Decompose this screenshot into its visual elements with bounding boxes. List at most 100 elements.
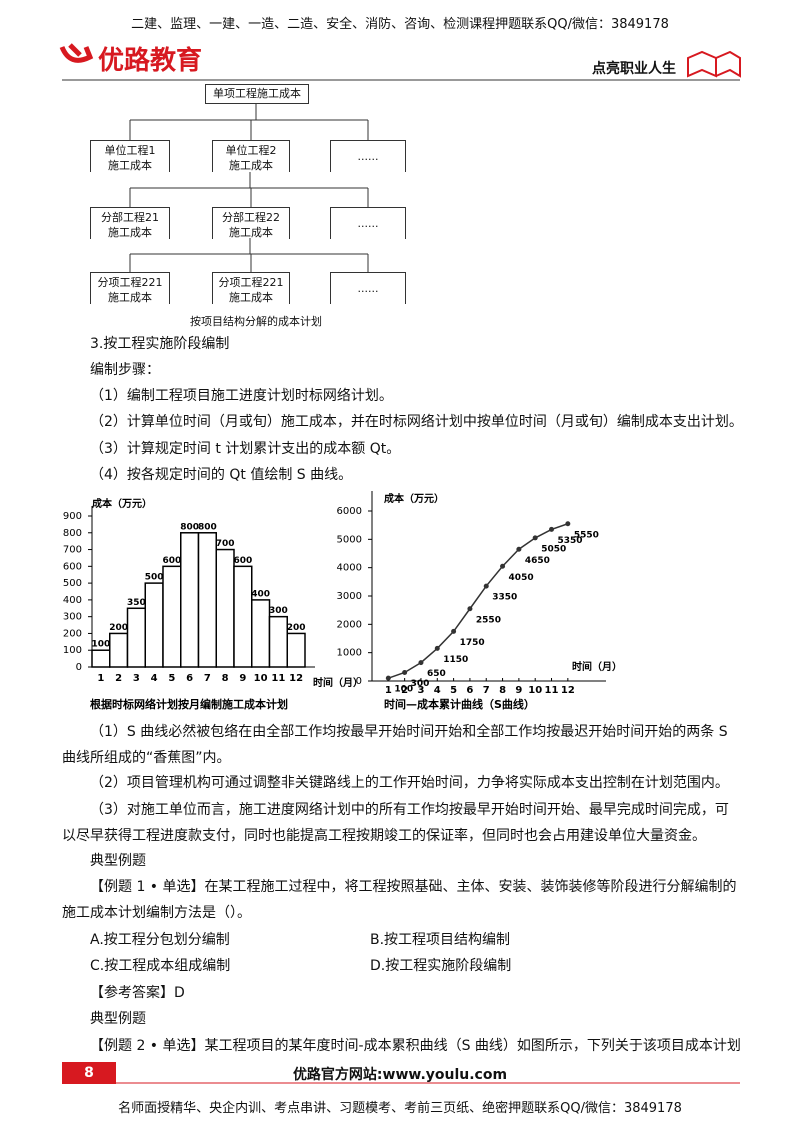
value-label: 5050 (541, 544, 566, 554)
y-tick-label: 1000 (337, 648, 362, 659)
y-tick-label: 700 (63, 545, 82, 556)
x-axis-label: 时间（月） (572, 660, 622, 673)
x-tick-label: 12 (289, 673, 303, 684)
tree-node-text: 施工成本 (108, 226, 152, 239)
point (500, 563, 506, 569)
x-axis-label: 时间（月） (313, 676, 363, 689)
bar (286, 632, 306, 668)
tree-node: ...... (330, 272, 406, 304)
value-label: 650 (427, 669, 446, 679)
value-label: 800 (198, 522, 217, 532)
y-tick-label: 200 (63, 628, 82, 639)
option: D.按工程实施阶段编制 (370, 958, 512, 974)
tree-node-text: 施工成本 (108, 291, 152, 304)
bottom-banner: 名师面授精华、央企内训、考点串讲、习题模考、考前三页纸、绝密押题联系QQ/微信：… (118, 1101, 682, 1116)
value-label: 700 (216, 539, 235, 549)
y-tick-label: 400 (63, 595, 82, 606)
value-label: 5350 (558, 536, 583, 546)
point (418, 660, 424, 666)
y-tick-label: 0 (356, 676, 362, 687)
value-label: 2550 (476, 615, 501, 625)
tree-node: 单位工程2 施工成本 (212, 140, 290, 172)
value-label: 600 (162, 556, 181, 566)
x-tick-label: 2 (115, 673, 122, 684)
x-tick-label: 2 (401, 685, 408, 696)
tree-node: 分项工程221 施工成本 (90, 272, 170, 304)
top-banner: 二建、监理、一建、一造、二造、安全、消防、咨询、检测课程押题联系QQ/微信：38… (131, 17, 669, 32)
y-tick-label: 500 (63, 578, 82, 589)
y-tick-label: 3000 (337, 591, 362, 602)
x-tick-label: 4 (151, 673, 158, 684)
value-label: 4650 (525, 556, 550, 566)
y-axis-label: 成本（万元） (384, 492, 444, 505)
tree-node-text: ...... (357, 217, 379, 230)
y-axis-label: 成本（万元） (92, 497, 152, 510)
tree-node-text: 分项工程221 (218, 276, 284, 289)
answer: 【参考答案】D (90, 985, 185, 1001)
x-tick-label: 3 (417, 685, 424, 696)
x-tick-label: 12 (561, 685, 575, 696)
tree-node: 分项工程221 施工成本 (212, 272, 290, 304)
value-label: 400 (251, 589, 270, 599)
option: B.按工程项目结构编制 (370, 932, 511, 948)
tree-node-text: 单位工程1 (104, 144, 156, 157)
page-number-box (62, 1062, 116, 1084)
y-tick-label: 900 (63, 511, 82, 522)
note: （1）S 曲线必然被包络在由全部工作均按最早开始时间开始和全部工作均按最迟开始时… (62, 724, 728, 766)
tree-node-text: 施工成本 (108, 159, 152, 172)
logo-text: 优路教育 (98, 46, 203, 76)
option: A.按工程分包划分编制 (90, 932, 230, 948)
value-label: 5550 (574, 530, 599, 540)
y-tick-label: 6000 (337, 506, 362, 517)
bar (268, 615, 288, 668)
x-tick-label: 3 (133, 673, 140, 684)
step: （3）计算规定时间 t 计划累计支出的成本额 Qt。 (90, 441, 401, 457)
section-title: 3.按工程实施阶段编制 (90, 336, 230, 352)
y-tick-label: 800 (63, 528, 82, 539)
point (483, 583, 489, 589)
x-tick-label: 10 (528, 685, 542, 696)
bar (180, 532, 200, 668)
tree-node: ...... (330, 140, 406, 172)
bar (126, 607, 146, 668)
logo-icon (59, 43, 94, 63)
website: 优路官方网站:www.youlu.com (292, 1067, 508, 1083)
x-tick-label: 9 (515, 685, 522, 696)
value-label: 4050 (509, 573, 534, 583)
point (516, 546, 522, 552)
y-tick-label: 2000 (337, 619, 362, 630)
value-label: 200 (287, 623, 306, 633)
page-number: 8 (84, 1065, 94, 1081)
example-label: 典型例题 (90, 1011, 146, 1027)
bar (251, 599, 271, 668)
book-icon (687, 50, 741, 78)
point (451, 628, 457, 634)
bar (109, 632, 129, 668)
step: （4）按各规定时间的 Qt 值绘制 S 曲线。 (90, 467, 353, 483)
slogan: 点亮职业人生 (592, 61, 676, 77)
example-question: 【例题 1 • 单选】在某工程施工过程中，将工程按照基础、主体、安装、装饰装修等… (62, 879, 737, 921)
x-tick-label: 8 (499, 685, 506, 696)
bar (144, 582, 164, 668)
y-tick-label: 100 (63, 645, 82, 656)
x-tick-label: 5 (168, 673, 175, 684)
tree-node: 单位工程1 施工成本 (90, 140, 170, 172)
point (385, 675, 391, 681)
tree-caption: 按项目结构分解的成本计划 (190, 315, 322, 328)
tree-node-text: 施工成本 (229, 226, 273, 239)
tree-node-text: ...... (357, 282, 379, 295)
tree-node-text: 分项工程221 (97, 276, 163, 289)
point (549, 526, 555, 532)
value-label: 300 (269, 606, 288, 616)
bar (91, 649, 111, 668)
step: （1）编制工程项目施工进度计划时标网络计划。 (90, 388, 393, 404)
tree-node-text: 单位工程2 (225, 144, 277, 157)
y-tick-label: 600 (63, 561, 82, 572)
value-label: 600 (233, 556, 252, 566)
x-tick-label: 8 (222, 673, 229, 684)
tree-node-text: 分部工程21 (101, 211, 159, 224)
point (434, 645, 440, 651)
x-tick-label: 6 (466, 685, 473, 696)
